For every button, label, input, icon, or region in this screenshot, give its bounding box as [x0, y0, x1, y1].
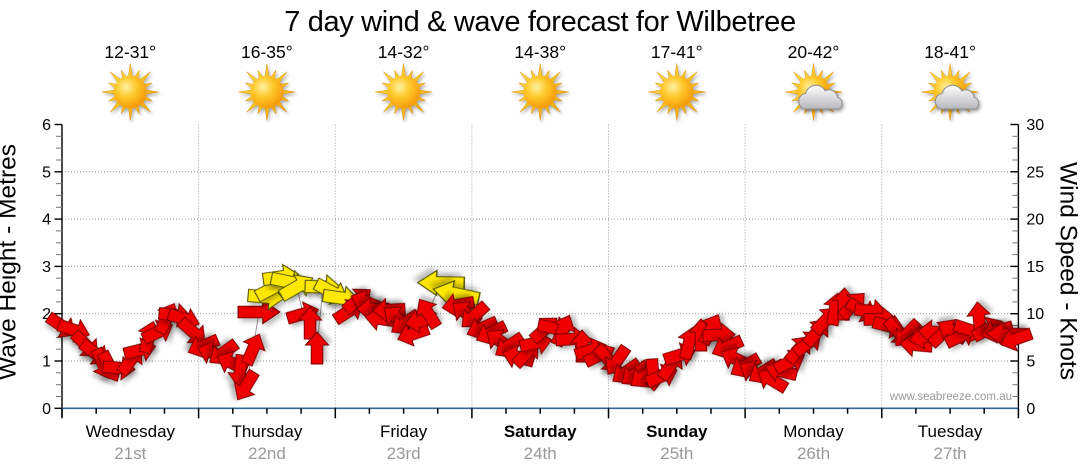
svg-text:6: 6 [42, 117, 51, 134]
svg-text:12-31°: 12-31° [104, 42, 156, 62]
svg-text:Thursday: Thursday [231, 422, 302, 441]
svg-text:14-32°: 14-32° [378, 42, 430, 62]
svg-text:10: 10 [1026, 306, 1044, 323]
svg-text:17-41°: 17-41° [651, 42, 703, 62]
svg-text:7 day wind & wave forecast for: 7 day wind & wave forecast for Wilbetree [284, 6, 795, 38]
svg-text:20-42°: 20-42° [788, 42, 840, 62]
svg-text:5: 5 [42, 164, 51, 181]
svg-text:Friday: Friday [380, 422, 428, 441]
svg-text:25: 25 [1026, 164, 1044, 181]
svg-text:22nd: 22nd [248, 444, 286, 463]
svg-text:21st: 21st [114, 444, 146, 463]
svg-text:18-41°: 18-41° [924, 42, 976, 62]
svg-text:20: 20 [1026, 212, 1044, 229]
svg-text:1: 1 [42, 354, 51, 371]
svg-text:23rd: 23rd [387, 444, 421, 463]
svg-text:27th: 27th [934, 444, 967, 463]
svg-text:Monday: Monday [783, 422, 844, 441]
svg-text:26th: 26th [797, 444, 830, 463]
svg-text:16-35°: 16-35° [241, 42, 293, 62]
svg-text:30: 30 [1026, 117, 1044, 134]
svg-text:Saturday: Saturday [504, 422, 577, 441]
svg-text:2: 2 [42, 306, 51, 323]
svg-text:Wind Speed - Knots: Wind Speed - Knots [1055, 162, 1080, 380]
svg-text:15: 15 [1026, 259, 1044, 276]
svg-text:3: 3 [42, 259, 51, 276]
svg-text:5: 5 [1026, 354, 1035, 371]
svg-text:25th: 25th [660, 444, 693, 463]
svg-text:14-38°: 14-38° [514, 42, 566, 62]
svg-text:Tuesday: Tuesday [918, 422, 983, 441]
svg-text:24th: 24th [524, 444, 557, 463]
svg-text:Wave Height - Metres: Wave Height - Metres [0, 144, 22, 380]
svg-text:www.seabreeze.com.au: www.seabreeze.com.au [889, 391, 1012, 403]
svg-text:4: 4 [42, 212, 51, 229]
svg-text:Wednesday: Wednesday [86, 422, 176, 441]
svg-text:0: 0 [1026, 401, 1035, 418]
svg-text:0: 0 [42, 401, 51, 418]
svg-text:Sunday: Sunday [646, 422, 708, 441]
